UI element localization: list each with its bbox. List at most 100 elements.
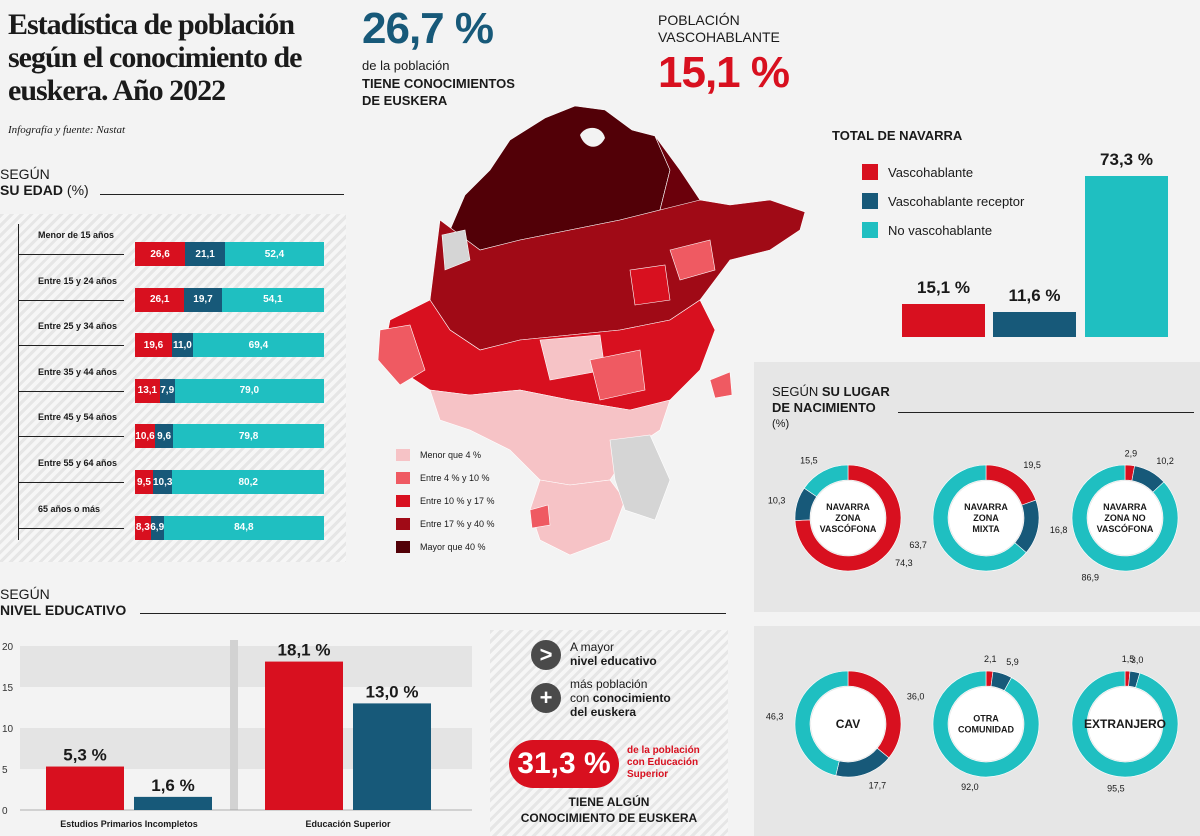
birth-section-line1: SEGÚN SU LUGAR xyxy=(772,384,890,400)
callout-line2: más población con conocimiento del euske… xyxy=(570,677,671,719)
age-bar-segment: 10,3 xyxy=(152,470,172,494)
edu-chart: 20 15 10 5 0 5,3 % 1,6 % Estudios Primarios Inc… xyxy=(2,640,472,829)
total-legend-label: No vascohablante xyxy=(888,223,993,238)
donut-name-label: NAVARRA xyxy=(1103,502,1147,512)
edu-section-label: SEGÚN NIVEL EDUCATIVO xyxy=(0,586,126,618)
donut-value-label: 3,0 xyxy=(1131,655,1144,665)
donut-value-label: 10,3 xyxy=(768,495,786,505)
age-bar-segment: 9,6 xyxy=(155,424,174,449)
donut-value-label: 36,0 xyxy=(907,691,925,701)
age-bar: 26,6 21,1 52,4 xyxy=(135,242,324,266)
donut-value-label: 15,5 xyxy=(800,456,818,466)
edu-y-tick: 20 xyxy=(2,642,14,653)
age-chart: Menor de 15 años 26,6 21,1 52,4 Entre 15 y 2… xyxy=(0,214,346,562)
age-bar-segment: 54,1 xyxy=(221,287,324,312)
age-bar-segment: 19,6 xyxy=(135,333,173,358)
callout-line2b-bold: conocimiento xyxy=(592,691,671,705)
donut-name-label: NAVARRA xyxy=(826,502,870,512)
map-legend-label: Mayor que 40 % xyxy=(420,542,486,552)
age-bar-segment: 21,1 xyxy=(185,242,226,266)
stat-speakers-label2: VASCOHABLANTE xyxy=(658,29,780,45)
map-zone-center-red xyxy=(629,264,671,306)
age-section-label: SEGÚN SU EDAD (%) xyxy=(0,166,89,198)
age-row-rule xyxy=(18,254,124,255)
stat-knowledge-line1: de la población xyxy=(362,58,450,73)
map-enclave xyxy=(709,371,733,399)
edu-bar xyxy=(46,766,124,810)
donut-name-label: VASCÓFONA xyxy=(820,523,877,534)
age-bar: 9,5 10,3 80,2 xyxy=(135,470,324,494)
map-legend-label: Entre 17 % y 40 % xyxy=(420,519,495,529)
plus-icon: + xyxy=(531,683,561,713)
edu-bar xyxy=(265,661,343,810)
stat-knowledge-value: 26,7 % xyxy=(362,4,494,53)
donut-name-label: COMUNIDAD xyxy=(958,725,1014,735)
total-legend-swatch xyxy=(862,193,878,209)
map-legend-swatch xyxy=(396,541,410,553)
total-bar xyxy=(1085,176,1168,337)
age-bar: 10,6 9,6 79,8 xyxy=(135,424,324,449)
edu-separator xyxy=(230,640,238,810)
age-row-rule xyxy=(18,436,124,438)
stat-knowledge-line2: TIENE CONOCIMIENTOS xyxy=(362,76,515,91)
donut-value-label: 95,5 xyxy=(1107,783,1125,793)
age-bar-segment: 13,1 xyxy=(135,378,160,403)
age-row-label: Menor de 15 años xyxy=(38,230,115,240)
total-bar-label: 11,6 % xyxy=(1008,285,1061,305)
navarra-map xyxy=(377,105,806,556)
map-legend-label: Entre 10 % y 17 % xyxy=(420,496,495,506)
age-bar-segment: 7,9 xyxy=(159,378,175,403)
callout-line2a: más población xyxy=(570,677,648,691)
age-bar-segment: 9,5 xyxy=(135,470,153,494)
age-bar-segment: 69,4 xyxy=(192,333,324,358)
edu-section-rule xyxy=(140,613,726,614)
age-row-rule xyxy=(18,390,124,392)
map-legend-label: Menor que 4 % xyxy=(420,450,482,460)
donut-center xyxy=(949,687,1023,761)
donut-slice xyxy=(1071,670,1179,778)
age-bar-segment: 79,0 xyxy=(174,378,324,403)
donut-name-label: CAV xyxy=(836,717,860,731)
edu-section-line1: SEGÚN xyxy=(0,586,50,602)
donut-center xyxy=(811,687,885,761)
map-zone-east-light xyxy=(669,239,716,281)
age-row-label: Entre 45 y 54 años xyxy=(38,412,118,423)
age-bar-segment: 79,8 xyxy=(173,424,324,449)
edu-bar xyxy=(134,796,212,810)
birth-section-bold2: DE NACIMIENTO xyxy=(772,400,876,415)
donut-slice xyxy=(932,464,1027,572)
callout-pill-note2: con Educación xyxy=(627,757,699,768)
age-row-rule xyxy=(18,345,124,347)
map-legend-swatch xyxy=(396,449,410,461)
age-row-rule xyxy=(18,299,124,301)
age-row-label: Entre 55 y 64 años xyxy=(38,458,118,468)
edu-y-tick: 0 xyxy=(2,806,8,817)
birth-section-unit: (%) xyxy=(772,418,790,430)
birth-section-label: SEGÚN SU LUGAR DE NACIMIENTO (%) xyxy=(772,384,890,432)
page-title: Estadística de población según el conoci… xyxy=(8,8,302,107)
donut-center xyxy=(1088,687,1162,761)
total-legend-swatch xyxy=(862,164,878,180)
donut-slice xyxy=(794,670,849,776)
map-zone-west-light xyxy=(377,324,426,386)
donut-value-label: 74,3 xyxy=(895,558,913,568)
callout-footer: TIENE ALGÚN CONOCIMIENTO DE EUSKERA xyxy=(490,794,728,826)
edu-bar-label: 5,3 % xyxy=(63,746,106,765)
birth-panel-gap xyxy=(754,612,1200,626)
total-title: TOTAL DE NAVARRA xyxy=(832,128,963,143)
age-row-rule xyxy=(18,482,124,483)
donut-value-label: 5,9 xyxy=(1006,657,1019,667)
birth-section-prefix: SEGÚN xyxy=(772,384,819,399)
callout-line1-text: A mayor xyxy=(570,640,615,654)
map-legend-swatch xyxy=(396,472,410,484)
callout-line1: A mayor nivel educativo xyxy=(570,640,657,668)
donut-value-label: 63,7 xyxy=(909,540,927,550)
map-legend-swatch xyxy=(396,495,410,507)
map-zone-south-red xyxy=(529,504,551,529)
donut-name-label: ZONA NO xyxy=(1104,513,1145,523)
map-legend-swatch xyxy=(396,518,410,530)
donut-value-label: 92,0 xyxy=(961,782,979,792)
age-row-label: Entre 25 y 34 años xyxy=(38,321,118,332)
stat-knowledge-line3: DE EUSKERA xyxy=(362,93,448,108)
donut-name-label: MIXTA xyxy=(972,524,1000,534)
